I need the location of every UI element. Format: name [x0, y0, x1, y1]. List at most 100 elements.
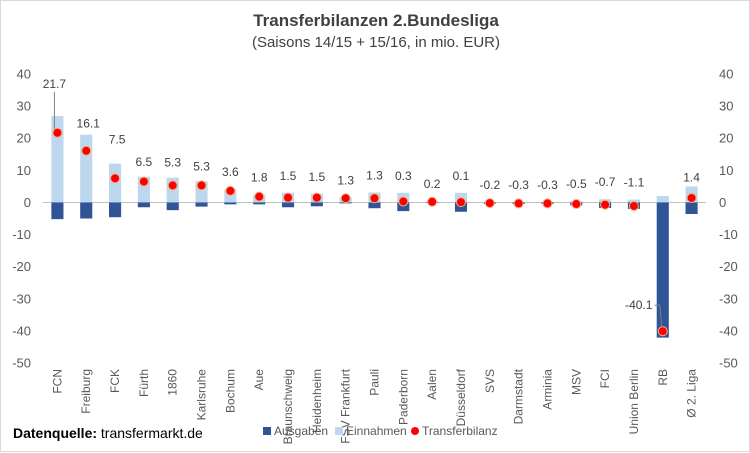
ausgaben-bar [397, 202, 410, 212]
category-label: SVS [483, 369, 497, 393]
einnahmen-bar [656, 196, 669, 203]
legend-swatch [335, 427, 343, 435]
data-label: 0.2 [424, 177, 441, 191]
ausgaben-bar [368, 202, 381, 209]
data-label: 5.3 [193, 159, 210, 173]
left-tick-label: 20 [17, 131, 31, 146]
source-value: transfermarkt.de [97, 425, 203, 441]
category-label: Karlsruhe [195, 369, 209, 421]
data-label: 1.5 [280, 169, 297, 183]
left-tick-label: 40 [17, 67, 31, 82]
data-label: 1.3 [366, 168, 383, 182]
bilanz-marker [340, 193, 351, 204]
data-label: 21.7 [43, 77, 67, 91]
bilanz-markers [52, 127, 697, 337]
ausgaben-bar [685, 202, 698, 215]
bilanz-marker [686, 192, 697, 203]
bilanz-marker [628, 200, 639, 211]
ausgaben-bar [195, 202, 208, 207]
bilanz-marker [600, 199, 611, 210]
left-tick-label: 0 [24, 195, 31, 210]
ausgaben-bar [656, 202, 669, 338]
bilanz-marker [138, 176, 149, 187]
category-label: Arminia [540, 369, 554, 410]
category-label: RB [656, 369, 670, 386]
left-tick-label: -10 [12, 227, 31, 242]
ausgaben-bar [166, 202, 179, 211]
right-tick-label: -40 [719, 323, 738, 338]
category-label: Bochum [223, 369, 237, 413]
category-label: 1860 [166, 369, 180, 396]
legend: Ausgaben Einnahmen Transferbilanz [263, 424, 498, 438]
data-label: 0.1 [453, 169, 470, 183]
right-tick-label: 10 [719, 163, 733, 178]
bars-group [51, 116, 698, 338]
category-label: FCN [50, 369, 64, 394]
legend-swatch [263, 427, 271, 435]
category-label: FSV Frankfurt [339, 368, 353, 443]
bilanz-marker [484, 198, 495, 209]
bilanz-marker [455, 197, 466, 208]
category-label: Fürth [137, 369, 151, 397]
bilanz-marker [571, 199, 582, 210]
category-label: FCK [108, 369, 122, 393]
source-label: Datenquelle: [13, 425, 98, 441]
right-tick-label: -50 [719, 356, 738, 371]
category-label: Union Berlin [627, 369, 641, 434]
category-label: Paderborn [396, 369, 410, 425]
left-tick-label: -30 [12, 291, 31, 306]
legend-label: Transferbilanz [422, 424, 498, 438]
category-labels: FCN Freiburg FCK Fürth 1860 Karlsruhe Bochum Au… [50, 368, 698, 444]
ausgaben-bar [109, 202, 122, 218]
legend-label: Einnahmen [346, 424, 407, 438]
category-label: MSV [569, 369, 583, 395]
bilanz-marker [311, 192, 322, 203]
left-tick-label: -50 [12, 356, 31, 371]
source-note: Datenquelle: transfermarkt.de [13, 425, 203, 441]
category-label: Braunschweig [281, 369, 295, 444]
data-label: 1.3 [337, 173, 354, 187]
legend-label: Ausgaben [274, 424, 328, 438]
category-label: Pauli [368, 369, 382, 396]
category-label: Heidenheim [310, 369, 324, 433]
category-label: Darmstadt [512, 368, 526, 424]
einnahmen-bar [80, 134, 93, 203]
bilanz-marker [52, 127, 63, 138]
left-tick-label: 30 [17, 99, 31, 114]
right-tick-label: 40 [719, 67, 733, 82]
data-label: -0.3 [537, 178, 558, 192]
bilanz-marker [427, 196, 438, 207]
left-tick-label: -40 [12, 323, 31, 338]
bilanz-marker [657, 326, 668, 337]
ausgaben-bar [310, 202, 323, 207]
bilanz-marker [225, 185, 236, 196]
left-y-axis: 40 30 20 10 0 -10 -20 -30 -40 -50 [12, 67, 31, 371]
data-label: 5.3 [164, 156, 181, 170]
data-label: 1.8 [251, 171, 268, 185]
data-label: 7.5 [109, 133, 126, 147]
data-label: -0.3 [508, 178, 529, 192]
category-label: Freiburg [79, 369, 93, 414]
category-label: Aalen [425, 369, 439, 400]
data-label: 1.5 [309, 170, 326, 184]
category-label: FCI [598, 369, 612, 388]
ausgaben-bar [224, 202, 237, 205]
data-label: -1.1 [624, 176, 645, 190]
ausgaben-bar [281, 202, 295, 208]
right-tick-label: -20 [719, 259, 738, 274]
left-tick-label: -20 [12, 259, 31, 274]
bilanz-marker [196, 180, 207, 191]
category-label: Aue [252, 369, 266, 391]
ausgaben-bar [80, 202, 93, 219]
right-y-axis: 40 30 20 10 0 -10 -20 -30 -40 -50 [719, 67, 738, 371]
data-label: -0.2 [479, 178, 500, 192]
bilanz-marker [542, 198, 553, 209]
right-tick-label: 20 [719, 131, 733, 146]
data-label: 3.6 [222, 165, 239, 179]
bilanz-marker [513, 198, 524, 209]
right-tick-label: 30 [719, 99, 733, 114]
ausgaben-bar [253, 202, 266, 205]
right-tick-label: 0 [719, 195, 726, 210]
